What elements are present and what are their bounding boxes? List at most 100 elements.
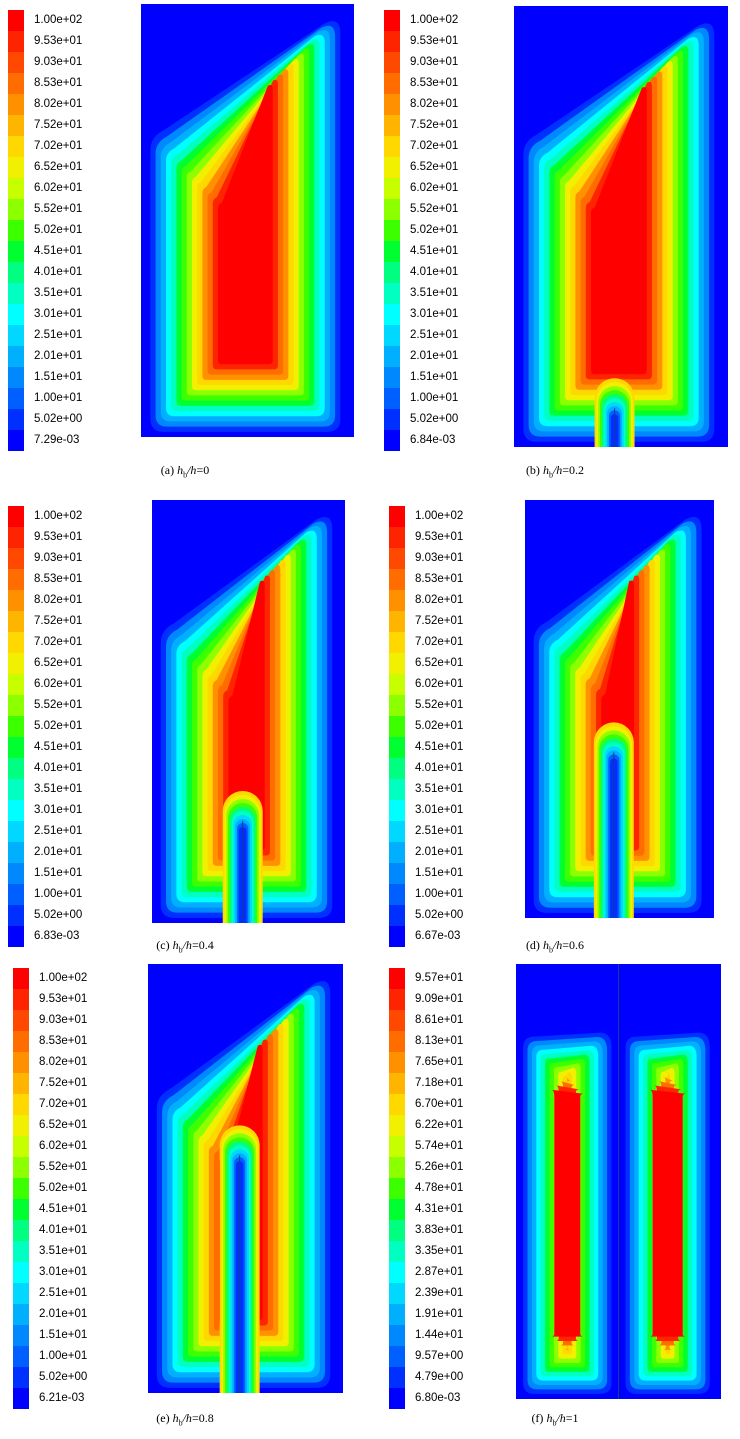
colorbar-swatch	[13, 989, 29, 1010]
colorbar-swatch	[8, 695, 24, 716]
colorbar-tick-label: 6.52e+01	[39, 1119, 88, 1131]
colorbar-tick-label: 7.02e+01	[34, 140, 83, 152]
colorbar-tick-label: 3.83e+01	[415, 1224, 464, 1236]
colorbar-tick-label: 7.02e+01	[34, 636, 83, 648]
caption-value: =0	[196, 463, 210, 477]
colorbar-swatch	[389, 506, 405, 527]
colorbar-tick-label: 8.53e+01	[39, 1035, 88, 1047]
colorbar-tick-label: 5.02e+00	[410, 413, 459, 425]
caption-subscript: b	[552, 1418, 557, 1428]
colorbar-swatch	[389, 632, 405, 653]
colorbar-swatch	[8, 304, 24, 325]
colorbar-swatch	[8, 821, 24, 842]
panel-caption: (e) hb/h=0.8	[0, 1411, 370, 1427]
caption-denominator: /h	[552, 463, 563, 477]
colorbar-swatch	[389, 1304, 405, 1325]
colorbar-tick-label: 4.01e+01	[415, 762, 464, 774]
colorbar-swatch	[8, 94, 24, 115]
colorbar-tick-label: 6.21e-03	[39, 1392, 85, 1404]
colorbar-swatch	[8, 220, 24, 241]
colorbar-tick-label: 5.02e+00	[415, 909, 464, 921]
temperature-contour-plot	[152, 500, 345, 923]
colorbar-tick-label: 5.52e+01	[34, 699, 83, 711]
colorbar-tick-label: 5.02e+01	[34, 224, 83, 236]
colorbar-swatch	[8, 653, 24, 674]
caption-denominator: /h	[187, 463, 197, 477]
colorbar-tick-label: 3.51e+01	[410, 287, 459, 299]
colorbar-swatch	[389, 863, 405, 884]
colorbar-tick-label: 2.51e+01	[415, 825, 464, 837]
colorbar-tick-label: 1.51e+01	[39, 1329, 88, 1341]
colorbar-swatch	[389, 1073, 405, 1094]
caption-label: (d)	[525, 938, 540, 952]
colorbar-swatch	[13, 968, 29, 989]
colorbar-tick-label: 7.52e+01	[34, 119, 83, 131]
colorbar-swatch	[389, 695, 405, 716]
colorbar-tick-label: 8.53e+01	[34, 573, 83, 585]
colorbar-tick-label: 8.13e+01	[415, 1035, 464, 1047]
colorbar-swatch	[389, 821, 405, 842]
temperature-contour-plot	[141, 4, 354, 437]
caption-value: =0.8	[191, 1411, 214, 1425]
colorbar-swatch	[389, 1031, 405, 1052]
colorbar-tick-label: 2.01e+01	[39, 1308, 88, 1320]
colorbar-swatch	[389, 716, 405, 737]
colorbar-swatch	[389, 842, 405, 863]
panel-caption: (f) hb/h=1	[370, 1411, 740, 1427]
colorbar-tick-label: 6.84e-03	[410, 434, 456, 446]
colorbar-tick-label: 6.52e+01	[410, 161, 459, 173]
colorbar-tick-label: 8.02e+01	[34, 98, 83, 110]
colorbar-swatch	[384, 325, 400, 346]
colorbar-tick-label: 3.01e+01	[415, 804, 464, 816]
caption-denominator: /h	[556, 1411, 566, 1425]
colorbar-tick-label: 5.02e+01	[410, 224, 459, 236]
caption-var: h	[542, 938, 549, 952]
colorbar-tick-label: 7.02e+01	[415, 636, 464, 648]
colorbar-tick-label: 1.00e+01	[34, 392, 83, 404]
colorbar-tick-label: 4.51e+01	[34, 245, 83, 257]
colorbar-swatch	[8, 632, 24, 653]
temperature-contour-plot	[525, 500, 714, 918]
colorbar-swatch	[13, 1052, 29, 1073]
colorbar-tick-label: 5.02e+00	[34, 413, 83, 425]
colorbar-swatch	[389, 1283, 405, 1304]
caption-var: h	[172, 1411, 179, 1425]
caption-var: h	[172, 938, 179, 952]
colorbar-swatch	[8, 926, 24, 947]
colorbar-tick-label: 8.02e+01	[34, 594, 83, 606]
colorbar-tick-label: 1.44e+01	[415, 1329, 464, 1341]
colorbar-swatch	[13, 1115, 29, 1136]
colorbar-swatch	[384, 388, 400, 409]
colorbar-tick-label: 1.51e+01	[34, 371, 83, 383]
colorbar-swatch	[8, 800, 24, 821]
colorbar-swatch	[389, 1325, 405, 1346]
colorbar-tick-label: 3.01e+01	[410, 308, 459, 320]
colorbar-swatch	[384, 346, 400, 367]
colorbar-tick-label: 7.52e+01	[415, 615, 464, 627]
colorbar-swatch	[13, 1388, 29, 1409]
colorbar-tick-label: 3.01e+01	[34, 308, 83, 320]
colorbar-swatch	[384, 94, 400, 115]
temperature-contour-plot	[148, 964, 343, 1393]
colorbar-tick-label: 9.03e+01	[34, 552, 83, 564]
colorbar-swatch	[8, 737, 24, 758]
colorbar-tick-label: 4.51e+01	[410, 245, 459, 257]
colorbar-swatch	[8, 241, 24, 262]
colorbar	[389, 506, 405, 947]
colorbar-tick-label: 7.65e+01	[415, 1056, 464, 1068]
colorbar-tick-label: 2.01e+01	[34, 846, 83, 858]
caption-denominator: /h	[182, 1411, 192, 1425]
colorbar-tick-label: 9.03e+01	[39, 1014, 88, 1026]
colorbar-tick-label: 5.02e+00	[34, 909, 83, 921]
colorbar-swatch	[389, 1262, 405, 1283]
colorbar-swatch	[13, 1346, 29, 1367]
colorbar-swatch	[8, 674, 24, 695]
colorbar-tick-label: 2.01e+01	[410, 350, 459, 362]
colorbar-tick-label: 3.51e+01	[34, 287, 83, 299]
colorbar-swatch	[389, 968, 405, 989]
colorbar-swatch	[8, 73, 24, 94]
colorbar-tick-label: 2.51e+01	[410, 329, 459, 341]
colorbar-tick-label: 4.01e+01	[410, 266, 459, 278]
caption-var: h	[546, 1411, 553, 1425]
colorbar-tick-label: 4.31e+01	[415, 1203, 464, 1215]
